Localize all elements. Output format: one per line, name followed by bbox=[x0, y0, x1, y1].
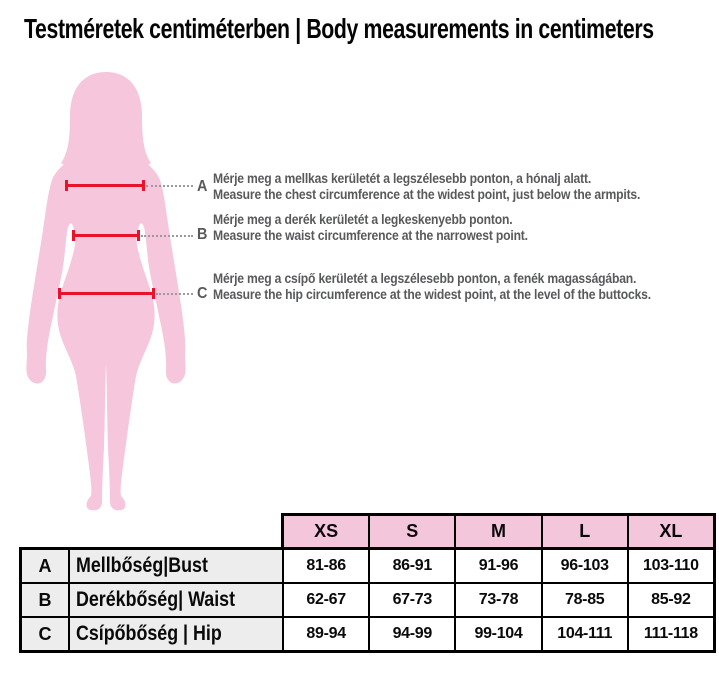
figure-label-c: C bbox=[197, 285, 208, 302]
measure-tick bbox=[137, 230, 140, 241]
size-value-cell: 104-111 bbox=[542, 618, 627, 650]
row-letter-cell: C bbox=[22, 618, 68, 650]
measurement-instruction-b: Mérje meg a derék kerületét a legkeskeny… bbox=[213, 212, 719, 243]
instruction-en: Measure the chest circumference at the w… bbox=[213, 186, 641, 202]
size-column-header-s: S bbox=[370, 516, 455, 547]
row-label-cell: Mellbőség|Bust bbox=[70, 550, 282, 582]
size-column-header-xl: XL bbox=[628, 516, 713, 547]
size-table-header: XS S M L XL bbox=[281, 513, 716, 550]
page-title: Testméretek centiméterben | Body measure… bbox=[24, 13, 654, 44]
row-letter-cell: A bbox=[22, 550, 68, 582]
size-value-cell: 96-103 bbox=[542, 550, 627, 582]
size-value-cell: 81-86 bbox=[284, 550, 369, 582]
chest-measure-line bbox=[65, 180, 145, 191]
row-label-cell: Derékbőség| Waist bbox=[70, 584, 282, 616]
measure-tick bbox=[142, 180, 145, 191]
size-value-cell: 67-73 bbox=[370, 584, 455, 616]
size-value-cell: 91-96 bbox=[456, 550, 541, 582]
size-column-header-xs: XS bbox=[284, 516, 369, 547]
row-label-text: Csípőbőség | Hip bbox=[75, 622, 222, 645]
row-label-text: Derékbőség| Waist bbox=[75, 588, 236, 611]
figure-label-b: B bbox=[197, 226, 208, 243]
row-letter-cell: B bbox=[22, 584, 68, 616]
instruction-en: Measure the waist circumference at the n… bbox=[213, 227, 528, 243]
instruction-hu: Mérje meg a csípő kerületét a legszélese… bbox=[213, 271, 637, 286]
size-column-header-m: M bbox=[456, 516, 541, 547]
hip-measure-line bbox=[58, 288, 155, 299]
leader-line-c bbox=[156, 293, 193, 295]
size-value-cell: 85-92 bbox=[628, 584, 713, 616]
measure-tick bbox=[65, 180, 68, 191]
hair-shape bbox=[61, 72, 151, 169]
measure-tick bbox=[72, 230, 75, 241]
row-label-text: Mellbőség|Bust bbox=[75, 554, 208, 577]
size-value-cell: 89-94 bbox=[284, 618, 369, 650]
row-label-cell: Csípőbőség | Hip bbox=[70, 618, 282, 650]
leader-line-b bbox=[141, 235, 193, 237]
size-value-cell: 94-99 bbox=[370, 618, 455, 650]
measurement-instruction-a: Mérje meg a mellkas kerületét a legszéle… bbox=[213, 171, 719, 202]
size-value-cell: 62-67 bbox=[284, 584, 369, 616]
size-table: A Mellbőség|Bust 81-86 86-91 91-96 96-10… bbox=[19, 547, 716, 653]
measure-tick bbox=[152, 288, 155, 299]
size-value-cell: 78-85 bbox=[542, 584, 627, 616]
instruction-hu: Mérje meg a derék kerületét a legkeskeny… bbox=[213, 212, 513, 227]
leader-line-a bbox=[146, 185, 193, 187]
measurement-instruction-c: Mérje meg a csípő kerületét a legszélese… bbox=[213, 271, 719, 302]
size-value-cell: 99-104 bbox=[456, 618, 541, 650]
size-value-cell: 111-118 bbox=[628, 618, 713, 650]
size-column-header-l: L bbox=[542, 516, 627, 547]
instruction-en: Measure the hip circumference at the wid… bbox=[213, 286, 651, 302]
waist-measure-line bbox=[72, 230, 140, 241]
figure-label-a: A bbox=[197, 178, 208, 195]
measure-tick bbox=[58, 288, 61, 299]
size-value-cell: 103-110 bbox=[628, 550, 713, 582]
size-value-cell: 86-91 bbox=[370, 550, 455, 582]
size-value-cell: 73-78 bbox=[456, 584, 541, 616]
female-body-silhouette-icon bbox=[26, 72, 186, 511]
instruction-hu: Mérje meg a mellkas kerületét a legszéle… bbox=[213, 171, 592, 186]
